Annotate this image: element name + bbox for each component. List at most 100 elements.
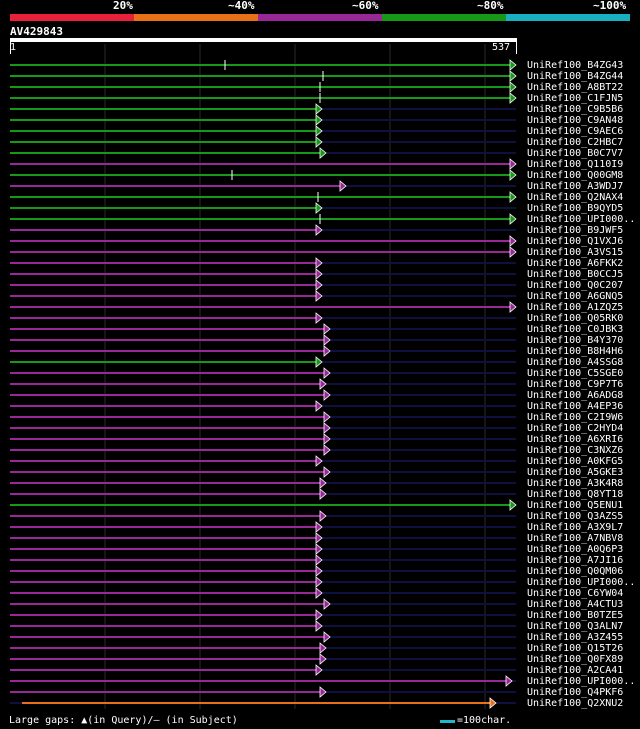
hit-name[interactable]: UniRef100_Q5ENU1: [527, 500, 624, 511]
hit-name[interactable]: UniRef100_A3WDJ7: [527, 181, 624, 192]
hit-arrowhead: [315, 620, 323, 632]
hit-name[interactable]: UniRef100_Q05RK0: [527, 313, 624, 324]
hit-arrowhead: [509, 246, 517, 258]
scale-label: =100char.: [457, 715, 512, 726]
hit-name[interactable]: UniRef100_A4CTU3: [527, 599, 624, 610]
hit-name[interactable]: UniRef100_A1ZQZ5: [527, 302, 624, 313]
hit-arrowhead: [323, 598, 331, 610]
hit-name[interactable]: UniRef100_A2CA41: [527, 665, 624, 676]
hit-name[interactable]: UniRef100_C6YW04: [527, 588, 624, 599]
hit-arrowhead: [315, 400, 323, 412]
hit-name[interactable]: UniRef100_A3Z455: [527, 632, 624, 643]
hit-arrowhead: [315, 532, 323, 544]
hit-name[interactable]: UniRef100_Q2XNU2: [527, 698, 624, 709]
hit-name[interactable]: UniRef100_Q0C207: [527, 280, 624, 291]
hit-name[interactable]: UniRef100_B0TZE5: [527, 610, 624, 621]
hit-name[interactable]: UniRef100_Q2NAX4: [527, 192, 624, 203]
hit-name[interactable]: UniRef100_B9QYD5: [527, 203, 624, 214]
hit-arrowhead: [319, 686, 327, 698]
hit-arrowhead: [315, 609, 323, 621]
hit-arrowhead: [315, 224, 323, 236]
hit-arrowhead: [319, 510, 327, 522]
hit-arrowhead: [323, 323, 331, 335]
hit-name[interactable]: UniRef100_A3K4R8: [527, 478, 624, 489]
hit-arrowhead: [509, 59, 517, 71]
hit-name[interactable]: UniRef100_A3VS15: [527, 247, 624, 258]
hit-arrowhead: [315, 257, 323, 269]
hit-arrowhead: [315, 202, 323, 214]
hit-name[interactable]: UniRef100_A6XRI6: [527, 434, 624, 445]
hit-name[interactable]: UniRef100_B4ZG44: [527, 71, 624, 82]
hit-arrowhead: [509, 213, 517, 225]
hit-name[interactable]: UniRef100_A7JI16: [527, 555, 624, 566]
hit-name[interactable]: UniRef100_C9B5B6: [527, 104, 624, 115]
hit-name[interactable]: UniRef100_UPI000..: [527, 676, 636, 687]
hit-name[interactable]: UniRef100_Q1VXJ6: [527, 236, 624, 247]
hit-arrowhead: [315, 356, 323, 368]
hit-name[interactable]: UniRef100_Q0FX89: [527, 654, 624, 665]
ruler-start-tick: [10, 42, 11, 54]
hit-arrowhead: [319, 642, 327, 654]
hit-name[interactable]: UniRef100_A0KFG5: [527, 456, 624, 467]
query-name: AV429843: [10, 25, 63, 38]
hit-name[interactable]: UniRef100_C2I9W6: [527, 412, 624, 423]
hit-name[interactable]: UniRef100_Q3ALN7: [527, 621, 624, 632]
hit-name[interactable]: UniRef100_Q3AZS5: [527, 511, 624, 522]
hit-arrowhead: [315, 455, 323, 467]
hit-name[interactable]: UniRef100_C2HBC7: [527, 137, 624, 148]
hit-name[interactable]: UniRef100_C9P7T6: [527, 379, 624, 390]
hit-name[interactable]: UniRef100_Q00GM8: [527, 170, 624, 181]
hit-arrowhead: [509, 191, 517, 203]
hit-name[interactable]: UniRef100_Q8YT18: [527, 489, 624, 500]
hit-arrowhead: [319, 488, 327, 500]
hit-name[interactable]: UniRef100_Q15T26: [527, 643, 624, 654]
hit-name[interactable]: UniRef100_B4ZG43: [527, 60, 624, 71]
hit-arrowhead: [339, 180, 347, 192]
gaps-legend: Large gaps: ▲(in Query)/— (in Subject): [9, 715, 238, 726]
hit-name[interactable]: UniRef100_B0C7V7: [527, 148, 624, 159]
hit-arrowhead: [315, 543, 323, 555]
hit-name[interactable]: UniRef100_A4SSG8: [527, 357, 624, 368]
query-bar: [10, 38, 517, 42]
hit-arrowhead: [319, 477, 327, 489]
hit-name[interactable]: UniRef100_B9JWF5: [527, 225, 624, 236]
hit-name[interactable]: UniRef100_C5SGE0: [527, 368, 624, 379]
scale-bar: [440, 720, 455, 723]
hit-arrowhead: [315, 290, 323, 302]
hit-name[interactable]: UniRef100_A6ADG8: [527, 390, 624, 401]
hit-name[interactable]: UniRef100_A7NBV8: [527, 533, 624, 544]
hit-arrowhead: [323, 389, 331, 401]
legend-label: ~100%: [593, 0, 627, 12]
hit-name[interactable]: UniRef100_Q4PKF6: [527, 687, 624, 698]
hit-name[interactable]: UniRef100_A8BT22: [527, 82, 624, 93]
color-segment: [134, 14, 258, 21]
hit-name[interactable]: UniRef100_A0Q6P3: [527, 544, 624, 555]
hit-arrowhead: [315, 114, 323, 126]
hit-name[interactable]: UniRef100_B8H4H6: [527, 346, 624, 357]
hit-arrowhead: [315, 576, 323, 588]
hit-name[interactable]: UniRef100_Q0QM06: [527, 566, 624, 577]
hit-name[interactable]: UniRef100_A6GNQ5: [527, 291, 624, 302]
hit-name[interactable]: UniRef100_B4Y370: [527, 335, 624, 346]
hit-name[interactable]: UniRef100_A5GKE3: [527, 467, 624, 478]
hit-name[interactable]: UniRef100_UPI000..: [527, 214, 636, 225]
hit-name[interactable]: UniRef100_Q110I9: [527, 159, 624, 170]
hit-name[interactable]: UniRef100_C0JBK3: [527, 324, 624, 335]
hit-name[interactable]: UniRef100_UPI000..: [527, 577, 636, 588]
hit-arrowhead: [323, 631, 331, 643]
hit-name[interactable]: UniRef100_C9AN48: [527, 115, 624, 126]
hit-arrowhead: [509, 169, 517, 181]
color-segment: [506, 14, 630, 21]
hit-name[interactable]: UniRef100_C9AEC6: [527, 126, 624, 137]
hit-name[interactable]: UniRef100_A6FKK2: [527, 258, 624, 269]
identity-legend: 20% ~40% ~60% ~80% ~100%: [0, 0, 640, 12]
hit-name[interactable]: UniRef100_C3NXZ6: [527, 445, 624, 456]
hit-name[interactable]: UniRef100_C1FJN5: [527, 93, 624, 104]
hit-name[interactable]: UniRef100_C2HYD4: [527, 423, 624, 434]
hit-arrowhead: [315, 279, 323, 291]
hit-name[interactable]: UniRef100_B0CCJ5: [527, 269, 624, 280]
hit-arrowhead: [509, 499, 517, 511]
hit-name[interactable]: UniRef100_A3X9L7: [527, 522, 624, 533]
hit-arrowhead: [315, 312, 323, 324]
hit-name[interactable]: UniRef100_A4EP36: [527, 401, 624, 412]
